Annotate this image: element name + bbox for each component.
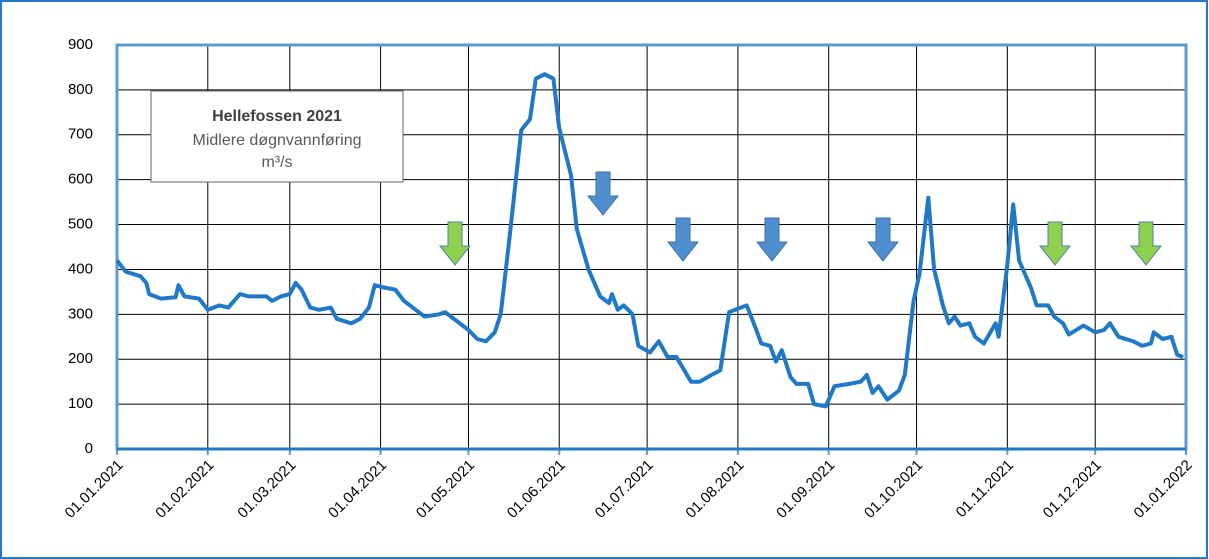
data-line (115, 72, 1184, 409)
y-tick-label: 200 (68, 350, 93, 367)
chart-title: Hellefossen 2021 (212, 108, 342, 125)
subtitle: Midlere døgnvannføring (193, 132, 362, 149)
y-tick-label: 900 (68, 36, 93, 53)
y-tick-label: 600 (68, 171, 93, 188)
blue-arrow (755, 217, 789, 262)
green-arrow (1129, 221, 1163, 266)
y-tick-label: 500 (68, 216, 93, 233)
legend-box (150, 90, 404, 183)
y-tick-label: 400 (68, 260, 93, 277)
green-arrow (438, 221, 472, 266)
y-tick-label: 0 (85, 440, 93, 457)
y-tick-label: 800 (68, 81, 93, 98)
arrows (438, 171, 1163, 266)
y-tick-label: 100 (68, 395, 93, 412)
blue-arrow (586, 171, 620, 216)
blue-arrow (866, 217, 900, 262)
y-tick-label: 700 (68, 126, 93, 143)
green-arrow (1038, 221, 1072, 266)
y-tick-label: 300 (68, 305, 93, 322)
blue-arrow (666, 217, 700, 262)
unit: m³/s (261, 154, 292, 171)
